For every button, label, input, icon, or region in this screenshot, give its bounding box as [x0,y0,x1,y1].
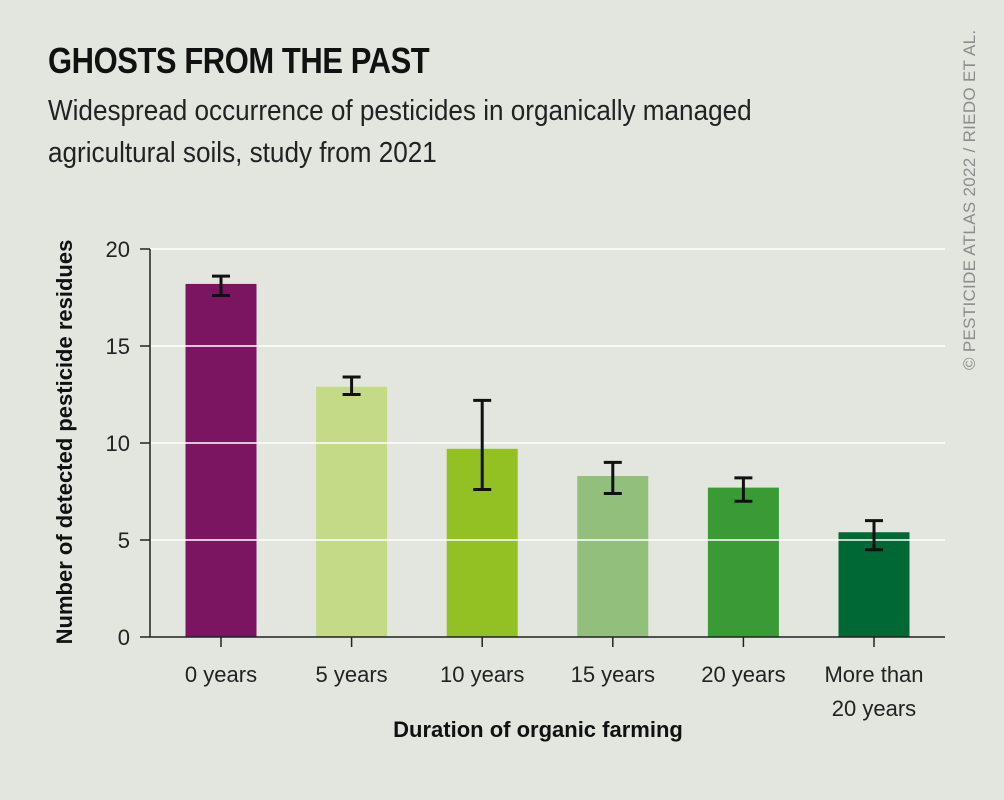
error-bar [603,460,622,495]
error-bar [473,398,492,492]
y-tick-label: 0 [118,625,130,650]
x-tick-label: 5 years [316,662,388,687]
error-bar [342,375,361,396]
gridlines [150,248,945,541]
x-tick-label: 20 years [832,696,916,721]
error-bar [212,274,230,298]
bar [316,386,388,637]
y-tick-labels: 0 5 10 15 20 [106,237,130,650]
x-tick-label: 0 years [185,662,257,687]
error-bar [734,476,753,503]
x-tick-labels: 0 years 5 years 10 years 15 years 20 years Mo… [185,662,924,721]
x-tick-label: 10 years [440,662,524,687]
y-tick-label: 10 [106,431,130,456]
error-bars [212,274,883,552]
x-tick-label: 15 years [571,662,655,687]
bar [707,487,779,637]
y-tick-label: 5 [118,528,130,553]
x-tick-label: More than [824,662,923,687]
y-axis-title: Number of detected pesticide residues [52,240,77,645]
bar [185,283,257,637]
y-tick-label: 15 [106,334,130,359]
chart-title: GHOSTS FROM THE PAST [48,40,430,81]
bar [577,475,649,637]
y-tick-label: 20 [106,237,130,262]
x-axis-title: Duration of organic farming [393,717,683,742]
x-tick-label: 20 years [701,662,785,687]
chart-subtitle: Widespread occurrence of pesticides in o… [48,95,752,169]
error-bar [865,519,883,552]
bars [185,283,910,637]
axes [140,248,945,647]
